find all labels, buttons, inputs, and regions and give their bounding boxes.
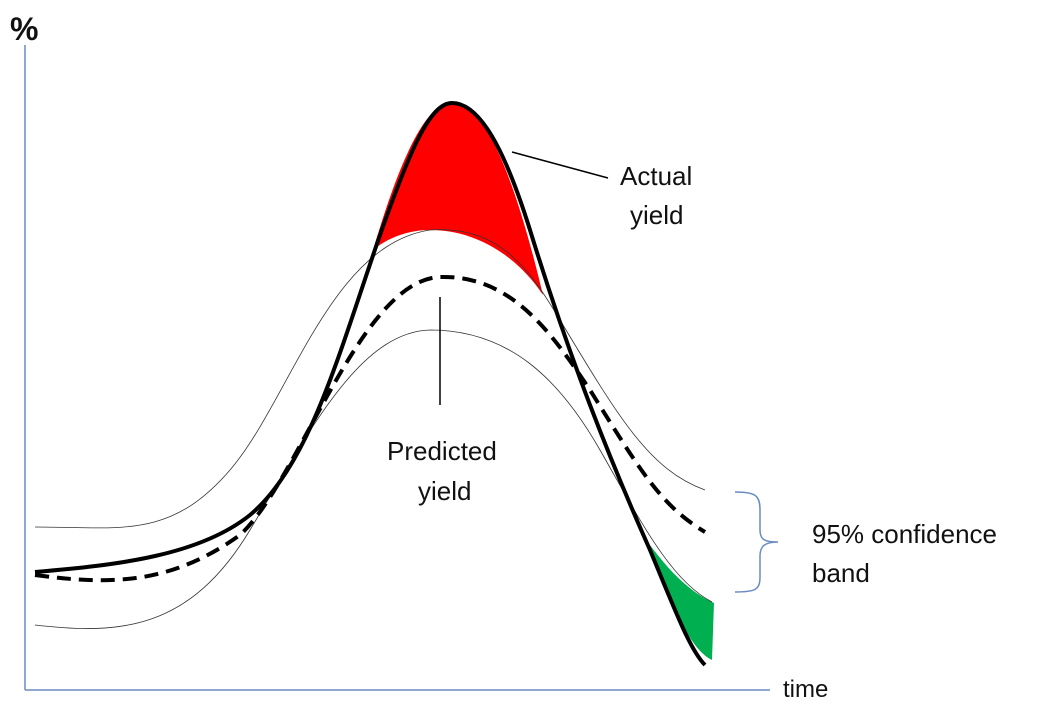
annotation-line: band bbox=[812, 558, 870, 588]
lower-band bbox=[34, 329, 713, 629]
annotation-line: yield bbox=[630, 200, 683, 230]
upper-band bbox=[34, 229, 706, 529]
x-axis-label: time bbox=[783, 676, 828, 703]
annotation-line: 95% confidence bbox=[812, 519, 997, 549]
excess-area bbox=[373, 103, 543, 295]
deficit-area bbox=[650, 545, 714, 660]
predicted-curve bbox=[34, 274, 707, 583]
band-bracket bbox=[734, 491, 779, 593]
annotation-line: yield bbox=[418, 476, 471, 506]
actual-curve bbox=[34, 100, 707, 667]
annotation-line: Predicted bbox=[387, 436, 497, 466]
leader-line bbox=[511, 151, 609, 179]
y-axis-label: % bbox=[10, 11, 38, 47]
annotation-line: Actual bbox=[620, 161, 692, 191]
